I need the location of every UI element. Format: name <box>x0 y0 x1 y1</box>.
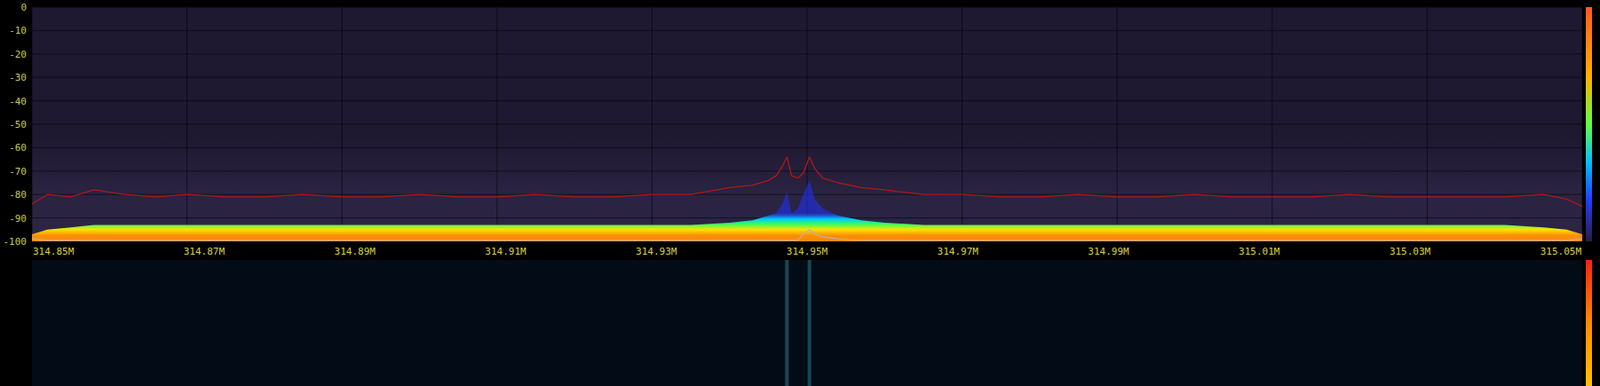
y-tick-label: -40 <box>8 95 27 108</box>
x-tick-label: 315.03M <box>1389 245 1432 258</box>
grid-line <box>186 7 188 242</box>
x-tick-label: 314.91M <box>484 245 527 258</box>
grid-line <box>1426 7 1428 242</box>
grid <box>31 7 1583 242</box>
waterfall <box>31 260 1583 386</box>
grid-line <box>341 7 343 242</box>
x-tick-label: 314.97M <box>937 245 980 258</box>
x-tick-label: 314.87M <box>183 245 226 258</box>
grid-line <box>1271 7 1273 242</box>
x-tick-label: 314.99M <box>1087 245 1130 258</box>
spectrum-view: 0 -10 -20 -30 -40 -50 -60 -70 -80 -90 -100 314.85M 3… <box>0 0 1600 386</box>
spectrum-line <box>31 157 1583 206</box>
y-tick-label: -20 <box>8 48 27 61</box>
background <box>0 0 1600 386</box>
x-tick-label: 314.89M <box>334 245 377 258</box>
x-tick-label: 314.93M <box>635 245 678 258</box>
y-tick-label: -100 <box>3 236 28 248</box>
plot-area <box>31 7 1583 242</box>
y-tick-label: -30 <box>8 71 27 84</box>
color-bar <box>1585 7 1593 242</box>
waterfall-signals <box>784 260 811 386</box>
grid-line <box>1116 7 1118 242</box>
waterfall-trace <box>807 260 812 386</box>
color-bar <box>1585 260 1593 386</box>
y-tick-label: 0 <box>20 1 27 14</box>
y-tick-label: -70 <box>8 166 27 178</box>
grid-line <box>961 7 963 242</box>
grid-line <box>496 7 498 242</box>
x-tick-label: 315.05M <box>1540 245 1583 258</box>
grid-line <box>31 7 33 242</box>
spectrum-line <box>31 229 1583 241</box>
y-tick-label: -60 <box>8 142 27 154</box>
data <box>31 157 1583 242</box>
persistence-area <box>31 180 1583 242</box>
y-tick-label: -50 <box>8 118 27 131</box>
y-tick-label: -90 <box>8 213 27 225</box>
waterfall-trace <box>784 260 789 386</box>
x-tick-label: 315.01M <box>1238 245 1281 258</box>
x-tick-label: 314.85M <box>32 245 75 258</box>
tick-labels: 0 -10 -20 -30 -40 -50 -60 -70 -80 -90 -100 314.85M 3… <box>3 1 1583 258</box>
y-tick-label: -80 <box>8 189 27 201</box>
y-tick-label: -10 <box>8 24 27 37</box>
x-tick-label: 314.95M <box>786 245 829 258</box>
grid-line <box>651 7 653 242</box>
